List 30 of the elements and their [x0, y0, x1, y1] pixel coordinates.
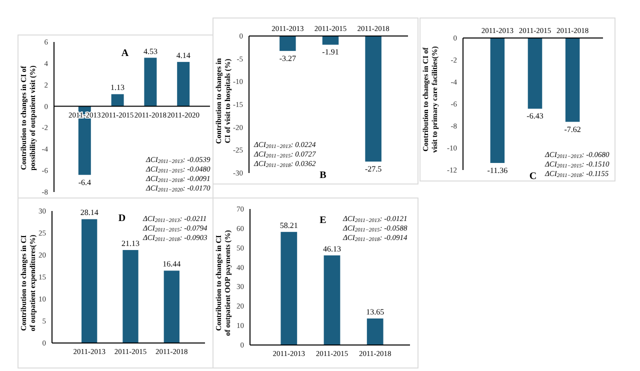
bar [366, 318, 384, 345]
annotation: B [320, 170, 327, 181]
data-label: 16.44 [162, 260, 181, 269]
data-label: -27.5 [364, 164, 382, 174]
data-label: -7.62 [564, 124, 581, 134]
data-label: 46.13 [323, 244, 341, 254]
data-label: -11.36 [487, 166, 508, 175]
data-label: -6.43 [526, 112, 544, 121]
bar [164, 270, 180, 343]
data-label: -1.91 [322, 48, 339, 57]
annotation: D [118, 213, 126, 224]
annotation: A [121, 48, 130, 59]
bar [111, 94, 124, 106]
data-label: 1.13 [110, 83, 125, 92]
data-label: 58.21 [280, 220, 298, 230]
data-label: 21.13 [122, 239, 140, 248]
bar [82, 219, 98, 343]
data-label: 4.53 [143, 46, 158, 56]
bar [177, 62, 190, 106]
data-label: 13.65 [366, 307, 384, 316]
bar [144, 58, 157, 106]
text: C [529, 171, 537, 182]
data-label: -6.4 [78, 178, 91, 187]
data-label: -3.27 [279, 54, 296, 63]
bar [280, 232, 298, 345]
data-label: 4.14 [176, 50, 190, 60]
bar [324, 255, 340, 345]
bar [122, 250, 138, 343]
annotation: E [320, 215, 327, 226]
data-label: 28.14 [80, 208, 98, 218]
